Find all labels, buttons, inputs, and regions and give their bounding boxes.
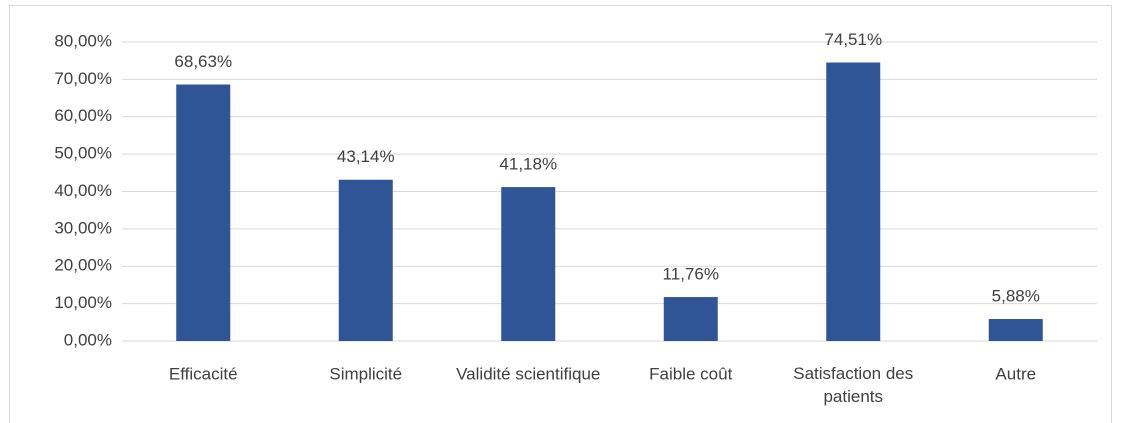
x-tick-label: Simplicité	[329, 364, 402, 383]
y-tick-label: 0,00%	[64, 330, 112, 349]
chart-frame	[9, 5, 1112, 423]
y-tick-label: 30,00%	[54, 218, 112, 237]
x-tick-label: Faible coût	[649, 364, 732, 383]
data-label: 43,14%	[337, 147, 395, 166]
bar	[826, 62, 881, 342]
x-tick-label: Validité scientifique	[456, 364, 600, 383]
bar	[176, 84, 231, 342]
x-tick-label: Efficacité	[169, 364, 238, 383]
y-tick-label: 10,00%	[54, 293, 112, 312]
data-label: 74,51%	[824, 30, 882, 49]
bar	[988, 319, 1043, 341]
y-tick-label: 50,00%	[54, 144, 112, 163]
y-tick-label: 60,00%	[54, 106, 112, 125]
x-tick-label: Satisfaction des patients	[793, 364, 913, 406]
bar	[663, 297, 718, 341]
data-label: 68,63%	[174, 52, 232, 71]
data-label: 41,18%	[499, 155, 557, 174]
data-label: 5,88%	[992, 287, 1040, 306]
y-tick-label: 40,00%	[54, 181, 112, 200]
y-tick-label: 80,00%	[54, 31, 112, 50]
data-label: 11,76%	[663, 265, 719, 284]
x-tick-label: Autre	[995, 364, 1036, 383]
y-tick-label: 70,00%	[54, 69, 112, 88]
y-tick-label: 20,00%	[54, 256, 112, 275]
bar	[338, 179, 393, 341]
bar	[501, 187, 556, 341]
